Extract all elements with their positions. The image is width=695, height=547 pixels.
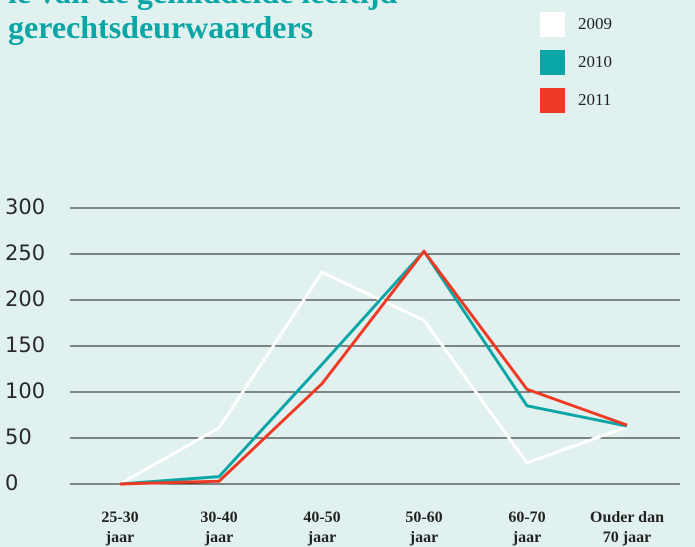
chart-title: gerechtsdeurwaarders (8, 9, 313, 45)
legend-label: 2010 (578, 52, 612, 71)
x-tick-label: jaar (512, 529, 541, 546)
x-tick-label: jaar (409, 529, 438, 546)
x-tick-label: 40-50 (303, 509, 340, 526)
series-line (119, 249, 628, 486)
y-tick-label: 50 (5, 425, 32, 449)
x-tick-label: 30-40 (200, 509, 237, 526)
x-tick-label: 50-60 (405, 509, 442, 526)
series-line (119, 249, 628, 486)
legend-label: 2011 (578, 90, 611, 109)
series-line (119, 270, 628, 486)
x-tick-label: jaar (204, 529, 233, 546)
x-tick-label: 60-70 (508, 509, 545, 526)
legend-label: 2009 (578, 14, 612, 33)
x-tick-label: 70 jaar (603, 529, 651, 546)
x-tick-label: jaar (307, 529, 336, 546)
x-tick-label: 25-30 (101, 509, 138, 526)
y-tick-label: 250 (5, 241, 45, 265)
y-tick-label: 200 (5, 287, 45, 311)
x-tick-label: Ouder dan (590, 509, 664, 526)
legend-swatch (540, 88, 565, 113)
legend-swatch (540, 50, 565, 75)
legend-swatch (540, 12, 565, 37)
y-tick-label: 300 (5, 195, 45, 219)
y-tick-label: 100 (5, 379, 45, 403)
x-tick-label: jaar (105, 529, 134, 546)
y-tick-label: 0 (5, 471, 18, 495)
y-tick-label: 150 (5, 333, 45, 357)
chart-title: le van de gemiddelde leeftijd (8, 0, 397, 10)
